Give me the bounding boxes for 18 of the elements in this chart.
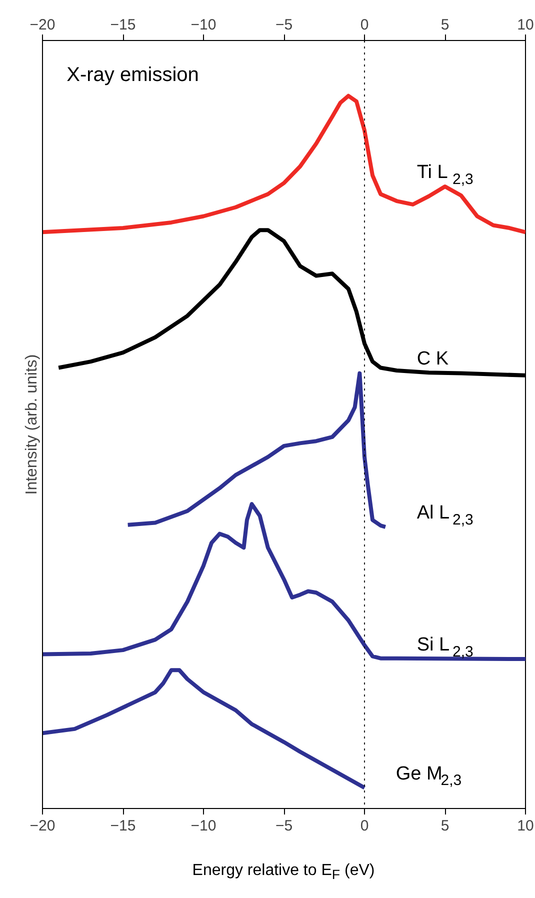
x-tick-label: 5: [440, 16, 450, 34]
x-tick-label: 0: [360, 16, 369, 34]
x-tick-label: 10: [517, 16, 534, 34]
text: X-ray emission: [66, 64, 199, 86]
series-label: C K: [416, 348, 449, 370]
x2-tick-label: −10: [190, 818, 216, 834]
x-tick-label: −10: [190, 16, 216, 34]
x2-tick-label: −20: [30, 818, 56, 834]
x-axis-title: Energy relative to E$_{F}$ (eV): [192, 861, 375, 884]
x2-tick-label: 10: [517, 818, 534, 834]
x2-tick-label: −15: [110, 818, 136, 834]
x2-tick-label: 0: [360, 818, 369, 834]
x2-tick-label: −5: [275, 818, 293, 834]
x-tick-label: −15: [110, 16, 136, 34]
x2-tick-label: 5: [440, 818, 450, 834]
x-tick-label: −20: [30, 16, 56, 34]
x-tick-label: −5: [275, 16, 293, 34]
y-axis-title: Intensity (arb. units): [24, 354, 40, 495]
